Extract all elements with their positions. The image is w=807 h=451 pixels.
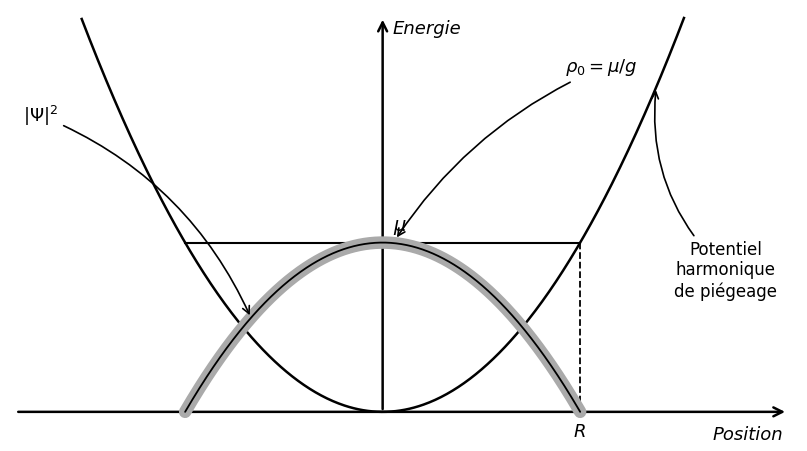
Text: $\mu$: $\mu$ xyxy=(393,218,407,237)
Text: $|\Psi|^2$: $|\Psi|^2$ xyxy=(23,104,249,313)
Text: Energie: Energie xyxy=(393,20,462,38)
Text: $\rho_0=\mu/g$: $\rho_0=\mu/g$ xyxy=(398,57,638,236)
Text: Position: Position xyxy=(712,426,783,444)
Text: Potentiel
harmonique
de piégeage: Potentiel harmonique de piégeage xyxy=(652,92,777,301)
Text: R: R xyxy=(574,423,587,441)
